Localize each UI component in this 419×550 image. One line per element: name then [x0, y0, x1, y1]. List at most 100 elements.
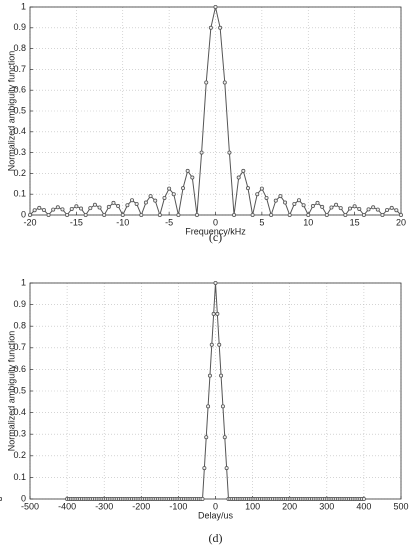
- x-tick-label: 5: [259, 217, 264, 227]
- data-point: [37, 205, 42, 210]
- x-tick-label: 0: [213, 501, 218, 511]
- y-tick-label: 0.3: [13, 429, 26, 439]
- data-point: [213, 280, 218, 285]
- data-point: [222, 80, 227, 85]
- data-point: [380, 212, 385, 217]
- caption: (d): [209, 531, 223, 545]
- data-point: [334, 202, 339, 207]
- data-point: [296, 198, 301, 203]
- data-point: [162, 195, 167, 200]
- x-tick-label: -5: [165, 217, 173, 227]
- data-point: [245, 186, 250, 191]
- data-point: [250, 212, 255, 217]
- data-point: [200, 496, 205, 501]
- data-point: [375, 207, 380, 212]
- data-point: [292, 201, 297, 206]
- y-tick-label: 0.9: [13, 299, 26, 309]
- data-point: [157, 212, 162, 217]
- y-tick-label: 0.2: [13, 168, 26, 178]
- data-point: [167, 186, 172, 191]
- data-point: [65, 212, 70, 217]
- data-point: [88, 206, 93, 211]
- x-tick-label: 300: [319, 501, 334, 511]
- data-point: [255, 192, 260, 197]
- data-point: [41, 208, 46, 213]
- data-point: [55, 205, 60, 210]
- data-point: [361, 212, 366, 217]
- data-point: [269, 212, 274, 217]
- data-point: [51, 207, 56, 212]
- data-point: [278, 194, 283, 199]
- data-point: [366, 207, 371, 212]
- data-point: [227, 150, 232, 155]
- x-tick-label: 0: [213, 217, 218, 227]
- data-point: [264, 195, 269, 200]
- data-point: [185, 168, 190, 173]
- data-point: [224, 466, 229, 471]
- x-axis-label: Frequency/kHz: [185, 226, 246, 236]
- x-tick-label: 100: [245, 501, 260, 511]
- x-tick-label: -20: [23, 217, 36, 227]
- data-point: [106, 204, 111, 209]
- data-point: [194, 212, 199, 217]
- data-point: [116, 204, 121, 209]
- y-axis-label: Normalized ambiguity function: [6, 51, 16, 172]
- data-point: [287, 212, 292, 217]
- x-tick-label: -100: [169, 501, 187, 511]
- data-point: [208, 25, 213, 30]
- data-point: [92, 202, 97, 207]
- data-point: [209, 342, 214, 347]
- data-point: [301, 203, 306, 208]
- y-tick-label: 0: [21, 493, 26, 503]
- x-tick-label: 15: [350, 217, 360, 227]
- data-point: [273, 198, 278, 203]
- data-point: [236, 175, 241, 180]
- data-point: [338, 206, 343, 211]
- data-point: [207, 373, 212, 378]
- chart: 0 0.1 0.2 0.3 0.4 0.5 0.6 0.7 0.8 0.9 1 -20 -15 -10 -5…: [6, 1, 406, 243]
- data-point: [241, 168, 246, 173]
- y-tick-label: 0.4: [13, 407, 26, 417]
- data-point: [259, 186, 264, 191]
- data-point: [134, 201, 139, 206]
- data-point: [202, 466, 207, 471]
- data-point: [389, 205, 394, 210]
- x-tick-label: -500: [21, 501, 39, 511]
- data-point: [215, 311, 220, 316]
- y-tick-label: 0.9: [13, 22, 26, 32]
- data-point: [153, 198, 158, 203]
- x-tick-label: -200: [132, 501, 150, 511]
- data-point: [213, 5, 218, 10]
- data-point: [69, 206, 74, 211]
- x-axis-label: Delay/us: [198, 510, 234, 520]
- data-point: [217, 342, 222, 347]
- data-point: [120, 212, 125, 217]
- y-tick-label: 0.6: [13, 364, 26, 374]
- data-point: [320, 204, 325, 209]
- x-tick-label: 20: [396, 217, 406, 227]
- caption: (c): [209, 230, 222, 244]
- data-point: [371, 205, 376, 210]
- data-point: [130, 198, 135, 203]
- data-point: [46, 212, 51, 217]
- data-point: [343, 212, 348, 217]
- data-point: [181, 186, 186, 191]
- data-point: [206, 404, 211, 409]
- data-point: [310, 204, 315, 209]
- y-tick-label: 0.7: [13, 64, 26, 74]
- data-point: [171, 192, 176, 197]
- data-point: [219, 373, 224, 378]
- data-point: [385, 208, 390, 213]
- data-point: [222, 435, 227, 440]
- data-point: [352, 204, 357, 209]
- data-point: [199, 150, 204, 155]
- x-tick-label: -10: [116, 217, 129, 227]
- data-point: [315, 200, 320, 205]
- data-point: [347, 206, 352, 211]
- data-point: [111, 200, 116, 205]
- y-tick-label: 0.3: [13, 147, 26, 157]
- data-point: [204, 80, 209, 85]
- data-point: [32, 208, 37, 213]
- data-point: [211, 311, 216, 316]
